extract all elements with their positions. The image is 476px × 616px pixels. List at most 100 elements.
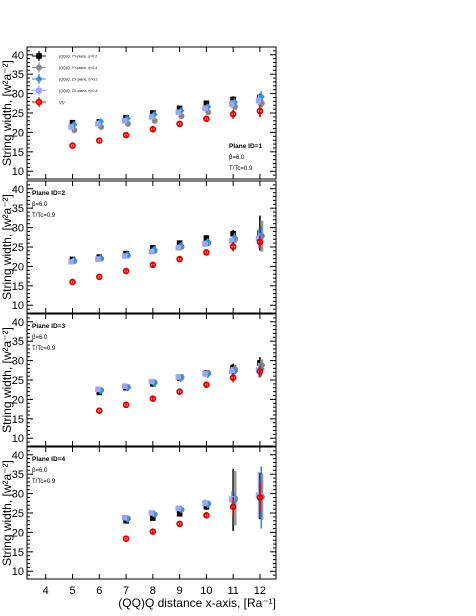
y-tick-label: 35	[12, 69, 24, 81]
data-point	[148, 248, 155, 255]
data-point	[176, 120, 183, 128]
x-tick-label: 4	[43, 585, 49, 597]
temperature-label: T/Tc=0.9	[32, 213, 56, 219]
data-point	[95, 137, 103, 144]
data-point	[121, 514, 128, 521]
data-point	[203, 512, 210, 519]
y-tick-label: 30	[12, 223, 24, 235]
y-tick-label: 40	[12, 50, 24, 62]
data-point	[176, 240, 183, 246]
data-point	[95, 256, 101, 262]
data-point	[229, 496, 235, 502]
data-point	[150, 515, 156, 521]
y-axis-label: String width, [w²a⁻²]	[0, 460, 14, 566]
y-tick-label: 15	[12, 147, 24, 159]
data-point	[229, 503, 237, 511]
data-point	[175, 505, 182, 512]
series-QQQ_YY_0.2	[123, 468, 263, 531]
data-point	[122, 401, 130, 409]
data-point	[68, 124, 74, 130]
legend-label: (QQ)Q, ZX-plane, η=0.2	[59, 78, 97, 82]
y-tick-label: 25	[12, 375, 24, 387]
data-point	[122, 535, 130, 542]
temperature-label: T/Tc=0.9	[229, 166, 253, 172]
data-point	[149, 395, 157, 402]
legend-entry: QQ	[32, 97, 65, 107]
x-tick-label: 7	[123, 585, 129, 597]
x-tick-label: 5	[69, 585, 75, 597]
data-point	[256, 368, 264, 375]
data-point	[148, 510, 155, 516]
data-point	[229, 374, 237, 381]
data-point	[202, 241, 208, 247]
y-tick-label: 15	[12, 281, 24, 293]
y-tick-label: 40	[12, 450, 24, 462]
data-point	[203, 100, 210, 107]
y-tick-label: 15	[12, 547, 24, 559]
data-point	[122, 267, 130, 275]
series-QQQ_ZX_0.4	[95, 362, 262, 393]
x-axis-label: (QQ)Q distance x-axis, [Ra⁻¹]	[118, 596, 276, 610]
series-QQQ_YY_0.4	[124, 471, 265, 526]
data-point	[69, 278, 76, 286]
data-point	[121, 253, 128, 259]
data-point	[175, 109, 182, 116]
data-point	[69, 142, 76, 149]
temperature-label: T/Tc=0.9	[32, 479, 56, 485]
data-point	[148, 378, 155, 385]
y-axis-label: String width, [w²a⁻²]	[0, 194, 14, 300]
data-point	[229, 237, 235, 244]
data-point	[176, 255, 183, 263]
y-tick-label: 30	[12, 489, 24, 501]
legend-entry: (QQ)Q, ZX-plane, η=0.4	[32, 85, 97, 96]
data-point	[229, 101, 235, 107]
y-axis-label: String width, [w²a⁻²]	[0, 327, 14, 433]
y-tick-label: 30	[12, 89, 24, 101]
y-tick-label: 35	[12, 203, 24, 215]
x-tick-label: 12	[254, 585, 266, 597]
beta-label: β=6.0	[32, 468, 48, 474]
legend: (QQ)Q, YY-plane, η=0.2 (QQ)Q, YY-plane, η…	[32, 51, 97, 107]
y-tick-label: 25	[12, 242, 24, 254]
y-tick-label: 35	[12, 469, 24, 481]
series-QQ	[69, 104, 264, 149]
y-axis-label: String width, [w²a⁻²]	[0, 60, 14, 166]
y-tick-label: 25	[12, 108, 24, 120]
data-point	[176, 105, 183, 112]
data-point	[176, 510, 183, 517]
data-point	[202, 105, 208, 112]
data-point	[229, 243, 237, 250]
legend-entry: (QQ)Q, YY-plane, η=0.4	[32, 62, 97, 73]
plane-id-label: Plane ID=2	[32, 190, 65, 197]
data-point	[202, 500, 208, 506]
y-tick-label: 20	[12, 527, 24, 539]
data-point	[255, 235, 262, 242]
data-point	[256, 494, 264, 501]
data-point	[95, 121, 101, 127]
legend-marker	[35, 98, 43, 106]
legend-marker	[36, 64, 42, 71]
data-point	[148, 114, 155, 120]
data-point	[203, 249, 210, 256]
data-point	[256, 238, 264, 246]
legend-label: (QQ)Q, YY-plane, η=0.4	[59, 66, 97, 70]
data-point	[176, 520, 183, 528]
series-QQQ_ZX_0.2	[123, 466, 265, 529]
data-point	[149, 261, 157, 269]
y-tick-label: 25	[12, 508, 24, 520]
plane-id-label: Plane ID=4	[32, 456, 65, 463]
data-point	[95, 273, 103, 281]
legend-label: (QQ)Q, ZX-plane, η=0.4	[59, 89, 97, 93]
legend-marker	[35, 75, 43, 83]
legend-label: QQ	[59, 101, 65, 105]
data-point	[175, 374, 182, 380]
data-point	[230, 231, 236, 237]
data-point	[203, 235, 210, 241]
data-point	[175, 244, 182, 251]
data-point	[203, 503, 210, 510]
x-tick-label: 9	[177, 585, 183, 597]
